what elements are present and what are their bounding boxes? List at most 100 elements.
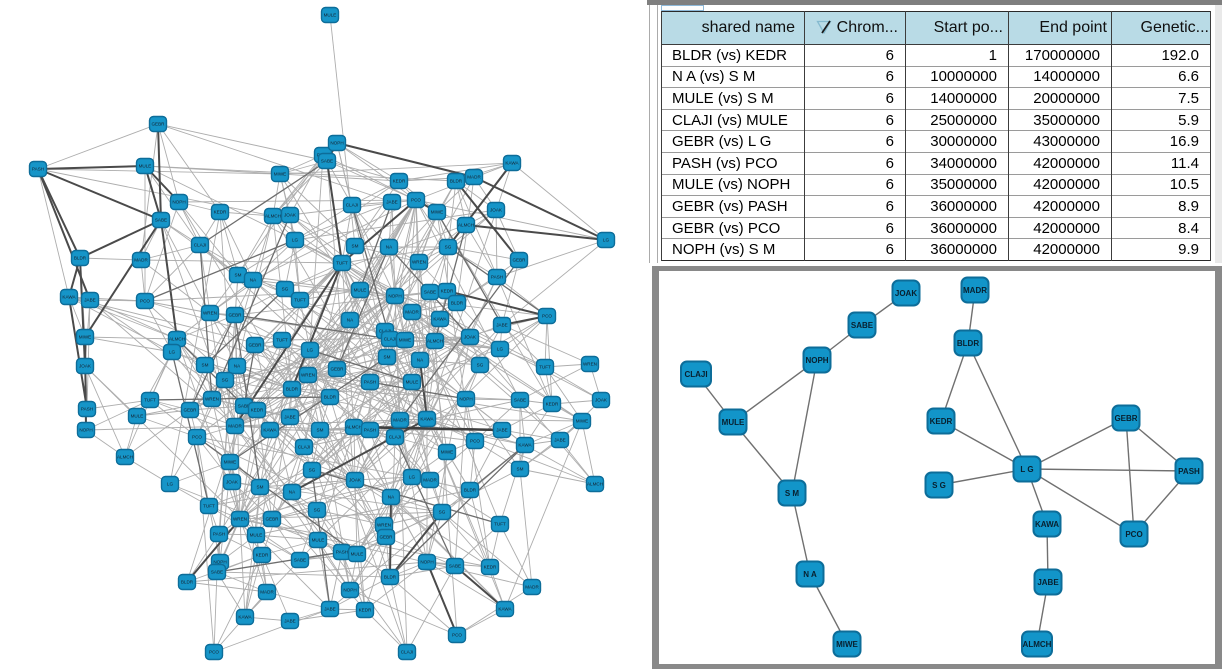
- svg-text:JABE: JABE: [324, 607, 336, 612]
- svg-text:SG: SG: [282, 287, 289, 292]
- svg-text:CLAJI: CLAJI: [194, 243, 207, 248]
- svg-text:ALMCH: ALMCH: [169, 337, 185, 342]
- svg-text:NOPH: NOPH: [172, 200, 185, 205]
- svg-text:LG: LG: [292, 238, 299, 243]
- svg-text:KEDR: KEDR: [441, 289, 454, 294]
- svg-text:SABE: SABE: [238, 404, 250, 409]
- svg-text:SABE: SABE: [321, 159, 333, 164]
- svg-text:SM: SM: [352, 244, 359, 249]
- svg-text:MIWE: MIWE: [224, 460, 237, 465]
- svg-text:KAWA: KAWA: [263, 428, 277, 433]
- svg-text:KEDR: KEDR: [930, 417, 953, 426]
- svg-text:NOPH: NOPH: [343, 588, 356, 593]
- svg-text:SM: SM: [317, 428, 324, 433]
- svg-text:LG: LG: [167, 482, 174, 487]
- svg-text:TUFT: TUFT: [494, 522, 506, 527]
- svg-text:MULE: MULE: [406, 380, 419, 385]
- svg-text:MADR: MADR: [963, 286, 987, 295]
- svg-text:MADR: MADR: [405, 310, 419, 315]
- svg-text:KEDR: KEDR: [359, 608, 372, 613]
- svg-text:MADR: MADR: [467, 175, 481, 180]
- svg-text:GEBR: GEBR: [1114, 414, 1137, 423]
- svg-text:MADR: MADR: [134, 258, 148, 263]
- svg-text:N A: N A: [803, 570, 817, 579]
- svg-text:SG: SG: [222, 378, 229, 383]
- svg-text:GEBR: GEBR: [228, 313, 242, 318]
- svg-text:SG: SG: [314, 508, 321, 513]
- svg-text:SM: SM: [257, 485, 264, 490]
- svg-text:S G: S G: [932, 481, 946, 490]
- svg-text:TUFT: TUFT: [144, 398, 156, 403]
- svg-text:SABE: SABE: [211, 570, 223, 575]
- svg-text:MIWE: MIWE: [79, 335, 92, 340]
- svg-text:WREN: WREN: [203, 311, 217, 316]
- svg-text:JOAK: JOAK: [464, 335, 477, 340]
- svg-text:PASH: PASH: [1178, 467, 1200, 476]
- svg-text:LG: LG: [307, 348, 314, 353]
- svg-text:CLAJI: CLAJI: [384, 337, 397, 342]
- svg-text:NA: NA: [388, 495, 395, 500]
- svg-text:GEBR: GEBR: [265, 517, 279, 522]
- svg-text:JOAK: JOAK: [226, 480, 239, 485]
- svg-text:PCO: PCO: [411, 198, 421, 203]
- svg-text:GEBR: GEBR: [248, 343, 262, 348]
- svg-text:MULE: MULE: [351, 552, 364, 557]
- svg-text:NOPH: NOPH: [79, 428, 92, 433]
- svg-text:GEBR: GEBR: [512, 258, 526, 263]
- svg-text:MIWE: MIWE: [836, 640, 858, 649]
- svg-text:JABE: JABE: [1037, 578, 1059, 587]
- svg-text:NOPH: NOPH: [805, 356, 828, 365]
- svg-text:ALMCH: ALMCH: [265, 214, 281, 219]
- svg-text:PASH: PASH: [364, 380, 376, 385]
- svg-text:LG: LG: [497, 347, 504, 352]
- svg-text:NA: NA: [417, 358, 424, 363]
- svg-text:SG: SG: [439, 510, 446, 515]
- svg-text:MULE: MULE: [139, 164, 152, 169]
- svg-text:NOPH: NOPH: [459, 397, 472, 402]
- svg-text:MADR: MADR: [228, 424, 242, 429]
- svg-text:GEBR: GEBR: [151, 122, 165, 127]
- svg-text:MIWE: MIWE: [576, 419, 589, 424]
- svg-text:WREN: WREN: [412, 260, 426, 265]
- svg-text:PCO: PCO: [192, 435, 202, 440]
- svg-text:PCO: PCO: [209, 650, 219, 655]
- svg-text:JOAK: JOAK: [284, 213, 297, 218]
- svg-text:CLAJI: CLAJI: [298, 445, 311, 450]
- svg-text:CLAJI: CLAJI: [389, 435, 402, 440]
- svg-text:PCO: PCO: [1125, 530, 1142, 539]
- svg-text:PASH: PASH: [336, 550, 348, 555]
- svg-text:PASH: PASH: [213, 532, 225, 537]
- svg-text:KAWA: KAWA: [433, 317, 447, 322]
- svg-text:KAWA: KAWA: [420, 417, 434, 422]
- svg-text:BLDR: BLDR: [451, 301, 464, 306]
- svg-text:SABE: SABE: [155, 218, 167, 223]
- svg-text:JABE: JABE: [284, 619, 296, 624]
- svg-text:NA: NA: [386, 245, 393, 250]
- svg-text:SABE: SABE: [424, 290, 436, 295]
- svg-text:SM: SM: [517, 467, 524, 472]
- svg-text:LG: LG: [409, 475, 416, 480]
- svg-text:L G: L G: [1020, 465, 1033, 474]
- svg-text:BLDR: BLDR: [450, 179, 463, 184]
- svg-text:JABE: JABE: [496, 323, 508, 328]
- svg-text:NOPH: NOPH: [330, 141, 343, 146]
- svg-text:MIWE: MIWE: [274, 172, 287, 177]
- svg-text:JOAK: JOAK: [895, 289, 917, 298]
- svg-text:JOAK: JOAK: [490, 208, 503, 213]
- svg-text:MADR: MADR: [423, 478, 437, 483]
- svg-text:TUFT: TUFT: [203, 504, 215, 509]
- svg-text:JOAK: JOAK: [595, 398, 608, 403]
- svg-text:KEDR: KEDR: [484, 565, 497, 570]
- svg-text:JABE: JABE: [84, 298, 96, 303]
- svg-text:SG: SG: [309, 468, 316, 473]
- svg-text:BLDR: BLDR: [957, 339, 979, 348]
- svg-text:ALMCH: ALMCH: [458, 223, 474, 228]
- svg-text:MIWE: MIWE: [431, 210, 444, 215]
- svg-text:KAWA: KAWA: [498, 607, 512, 612]
- svg-text:BLDR: BLDR: [74, 256, 87, 261]
- svg-text:NA: NA: [250, 278, 257, 283]
- svg-text:JABE: JABE: [284, 415, 296, 420]
- svg-text:MULE: MULE: [722, 418, 745, 427]
- svg-text:PASH: PASH: [364, 428, 376, 433]
- svg-text:SG: SG: [445, 245, 452, 250]
